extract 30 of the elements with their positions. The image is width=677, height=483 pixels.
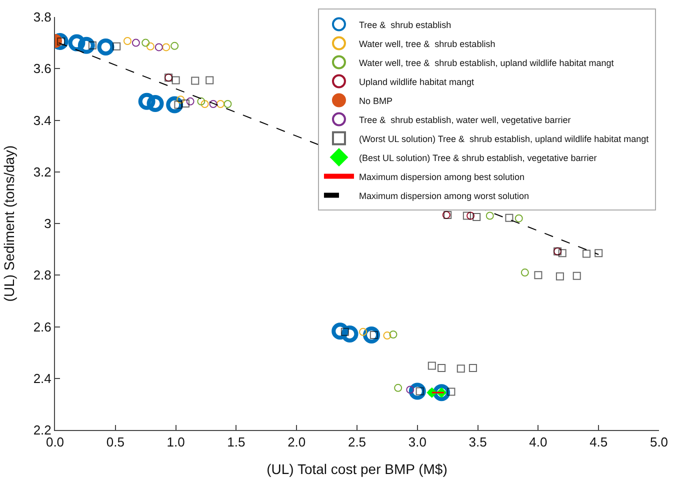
y-tick-label: 3 bbox=[44, 216, 52, 232]
x-tick-label: 4.5 bbox=[590, 434, 608, 450]
x-tick-label: 5.0 bbox=[650, 434, 668, 450]
y-tick-label: 2.4 bbox=[33, 370, 52, 386]
legend-label: Tree & shrub establish bbox=[358, 20, 452, 30]
y-axis-title: (UL) Sediment (tons/day) bbox=[0, 145, 17, 302]
legend-label: Water well, tree & shrub establish bbox=[358, 38, 496, 49]
x-tick-label: 3.0 bbox=[408, 434, 426, 450]
x-tick-label: 1.0 bbox=[166, 434, 185, 450]
x-tick-label: 2.5 bbox=[348, 434, 366, 450]
legend-label: (Best UL solution) Tree & shrub establish, vegetative barrier bbox=[358, 152, 597, 163]
y-tick-label: 2.6 bbox=[33, 319, 52, 334]
x-tick-label: 4.0 bbox=[529, 434, 548, 450]
y-tick-label: 2.8 bbox=[33, 268, 52, 283]
x-axis-title: (UL) Total cost per BMP (M$) bbox=[266, 460, 448, 477]
y-tick-label: 3.8 bbox=[33, 10, 52, 25]
legend-label: Maximum dispersion among worst solution bbox=[358, 190, 530, 201]
legend-label: No BMP bbox=[358, 96, 392, 106]
legend-label: Water well, tree & shrub establish, upland wildlife habitat mangt bbox=[358, 58, 614, 68]
legend-label: Tree & shrub establish, water well, vegetative barrier bbox=[358, 114, 571, 125]
x-tick-label: 2.0 bbox=[288, 434, 306, 450]
x-tick-label: 0.5 bbox=[106, 434, 124, 450]
y-tick-label: 3.4 bbox=[33, 112, 52, 128]
legend-label: Upland wildlife habitat mangt bbox=[358, 76, 475, 87]
legend-label: (Worst UL solution) Tree & shrub establish, upland wildlife habitat mangt bbox=[358, 134, 650, 144]
y-tick-label: 3.6 bbox=[33, 61, 52, 76]
x-tick-label: 1.5 bbox=[227, 434, 246, 450]
legend-label: Maximum dispersion among best solution bbox=[358, 172, 525, 182]
y-tick-label: 3.2 bbox=[33, 164, 52, 180]
x-tick-label: 3.5 bbox=[468, 434, 487, 450]
